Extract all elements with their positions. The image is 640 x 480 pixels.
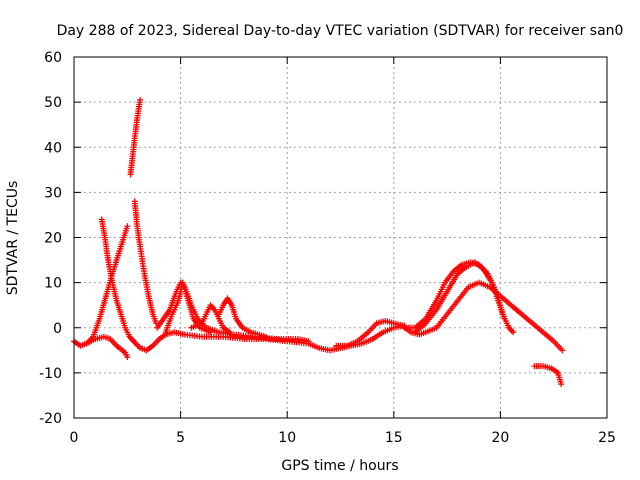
x-axis-label: GPS time / hours [281, 458, 398, 474]
x-tick-label: 20 [491, 430, 509, 446]
series-trace-10 [215, 295, 269, 340]
ticks: 0 5 10 15 20 25 -20 -10 0 10 20 30 40 50 60 [39, 50, 616, 446]
data-point [137, 96, 144, 103]
series-trace-5 [131, 198, 160, 327]
y-tick-label: 30 [44, 185, 62, 201]
grid-lines [74, 57, 607, 418]
series-trace-3 [83, 223, 131, 347]
x-tick-label: 15 [385, 430, 403, 446]
x-tick-label: 0 [70, 430, 79, 446]
y-tick-label: 10 [44, 276, 62, 292]
data-point [226, 329, 233, 336]
series-trace-9 [188, 302, 233, 336]
x-tick-label: 10 [278, 430, 296, 446]
series-trace-4 [127, 96, 144, 178]
x-tick-label: 25 [598, 430, 616, 446]
y-axis-label: SDTVAR / TECUs [5, 181, 21, 296]
series-trace-13 [412, 259, 508, 336]
y-tick-label: 0 [53, 321, 62, 337]
data-point [262, 333, 269, 340]
series-trace-1 [71, 333, 131, 361]
data-point [207, 329, 214, 336]
chart-title: Day 288 of 2023, Sidereal Day-to-day VTE… [57, 23, 624, 39]
data-point [124, 223, 131, 230]
data-point [510, 329, 517, 336]
data-points [71, 96, 566, 388]
data-point [558, 381, 565, 388]
y-tick-label: 50 [44, 95, 62, 111]
data-point [124, 354, 131, 361]
y-tick-label: 20 [44, 231, 62, 247]
y-tick-label: 60 [44, 50, 62, 66]
y-tick-label: 40 [44, 140, 62, 156]
data-point [501, 315, 508, 322]
series-trace-2 [98, 216, 137, 345]
data-point [559, 347, 566, 354]
data-point [305, 338, 312, 345]
y-tick-label: -10 [39, 366, 62, 382]
y-tick-label: -20 [39, 411, 62, 427]
series-trace-11 [333, 279, 566, 354]
x-tick-label: 5 [176, 430, 185, 446]
series-trace-14 [531, 363, 565, 388]
